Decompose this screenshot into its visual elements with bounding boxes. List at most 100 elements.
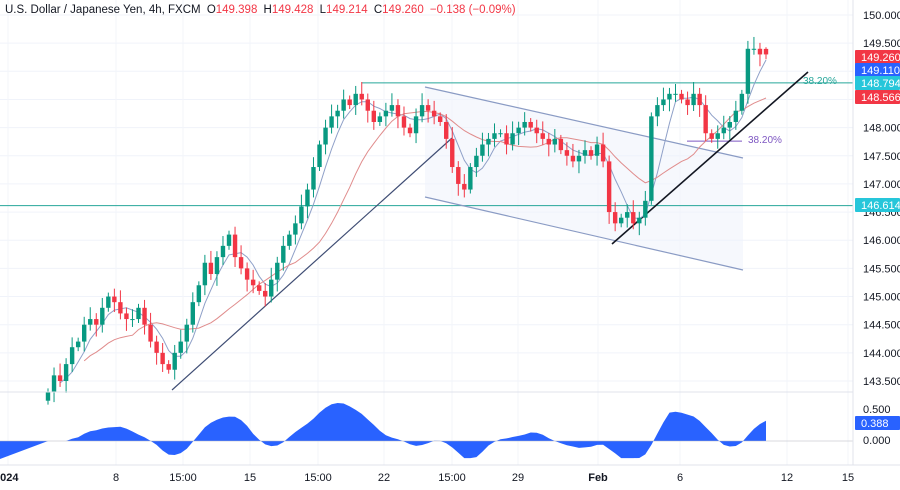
time-tick-label: 15 (842, 472, 854, 484)
candle-body (576, 155, 582, 162)
candle-body (631, 212, 636, 224)
candle-body (540, 133, 545, 139)
high-value: 149.428 (271, 4, 314, 16)
candle-body (739, 93, 745, 111)
candle-body (232, 234, 238, 258)
time-tick-label: 15 (244, 472, 256, 484)
candle-body (299, 206, 304, 224)
candles (45, 36, 769, 405)
candle-body (202, 262, 208, 286)
fib-upper-label: 38.20% (803, 76, 837, 87)
candle-body (184, 324, 189, 342)
price-tag (855, 76, 900, 90)
candle-body (142, 307, 147, 325)
candle-body (226, 234, 232, 246)
candle-body (329, 116, 334, 128)
candle-body (190, 302, 196, 325)
candle-body (335, 110, 340, 117)
candle-body (570, 155, 576, 162)
grid (0, 0, 853, 465)
candle-body (643, 200, 648, 218)
price-tag-text: 148.794 (861, 78, 900, 90)
candle-body (594, 144, 600, 156)
candle-body (359, 93, 364, 100)
candle-body (480, 144, 485, 156)
open-label: O (206, 4, 216, 16)
candle-body (94, 319, 99, 325)
candle-body (112, 296, 117, 303)
candle-body (691, 93, 696, 106)
candle-body (625, 212, 630, 218)
change-value: −0.138 (−0.09%) (429, 4, 516, 16)
horizontal-levels (0, 82, 853, 207)
price-tag-text: 149.260 (861, 52, 900, 64)
fib-lower-label: 38.20% (748, 135, 782, 146)
legend-header: U.S. Dollar / Japanese Yen, 4h, FXCM O14… (5, 4, 519, 16)
candle-body (600, 144, 606, 162)
candle-body (649, 116, 654, 201)
candle-body (136, 307, 141, 320)
candle-body (220, 245, 226, 258)
low-label: L (319, 4, 327, 16)
time-tick-label: 2024 (0, 472, 19, 484)
candle-body (504, 133, 509, 145)
candle-body (612, 212, 618, 224)
oscillator-area (0, 403, 766, 459)
candle-body (715, 133, 720, 139)
trendline-long (171, 137, 453, 391)
candle-body (323, 127, 328, 145)
candle-body (703, 105, 708, 134)
candle-body (106, 296, 111, 308)
oscillator-tick-label: 0.000 (863, 435, 891, 447)
candle-body (287, 234, 292, 246)
candle-body (606, 161, 612, 213)
candle-body (172, 352, 177, 370)
candle-body (552, 138, 558, 145)
candle-body (389, 105, 395, 111)
oscillator-value-tag-text: 0.388 (861, 418, 889, 430)
candle-body (407, 127, 413, 134)
price-tick-label: 147.500 (863, 151, 900, 163)
candle-body (75, 341, 81, 348)
candle-body (281, 245, 286, 263)
oscillator-value-tag (855, 416, 900, 430)
candle-body (413, 116, 419, 134)
price-tick-label: 149.500 (863, 38, 900, 50)
candle-body (214, 257, 220, 275)
candle-body (709, 133, 714, 139)
oscillator-scale: 0.500 0.000 0.388 (855, 404, 900, 447)
candle-body (751, 48, 757, 50)
time-tick-label: 15:00 (169, 472, 197, 484)
price-tick-label: 150.000 (863, 10, 900, 22)
price-tick-label: 148.000 (863, 123, 900, 135)
candle-body (305, 189, 310, 207)
candle-body (425, 105, 431, 111)
candle-body (697, 93, 702, 106)
candle-body (118, 302, 123, 314)
ma-fast-line (59, 59, 767, 384)
candle-body (733, 110, 739, 122)
price-tag (855, 50, 900, 64)
candle-body (124, 313, 129, 320)
candle-body (685, 99, 690, 106)
candle-body (365, 99, 370, 111)
time-axis[interactable]: 2024 8 15:00 15 15:00 22 15:00 29 Feb 6 12 15 (0, 472, 854, 484)
candle-body (763, 48, 769, 55)
descending-channel[interactable] (424, 86, 744, 271)
candle-body (383, 110, 389, 117)
price-tick-label: 143.500 (863, 376, 900, 388)
price-tick-label: 146.000 (863, 235, 900, 247)
time-tick-label: 8 (113, 472, 119, 484)
candle-body (51, 375, 57, 393)
candle-body (431, 110, 437, 117)
candle-body (582, 150, 588, 156)
candle-body (269, 279, 274, 297)
open-value: 149.398 (215, 4, 258, 16)
price-tag-text: 146.614 (861, 200, 900, 212)
candle-body (208, 262, 214, 275)
candle-body (88, 319, 93, 325)
candle-body (371, 110, 377, 122)
